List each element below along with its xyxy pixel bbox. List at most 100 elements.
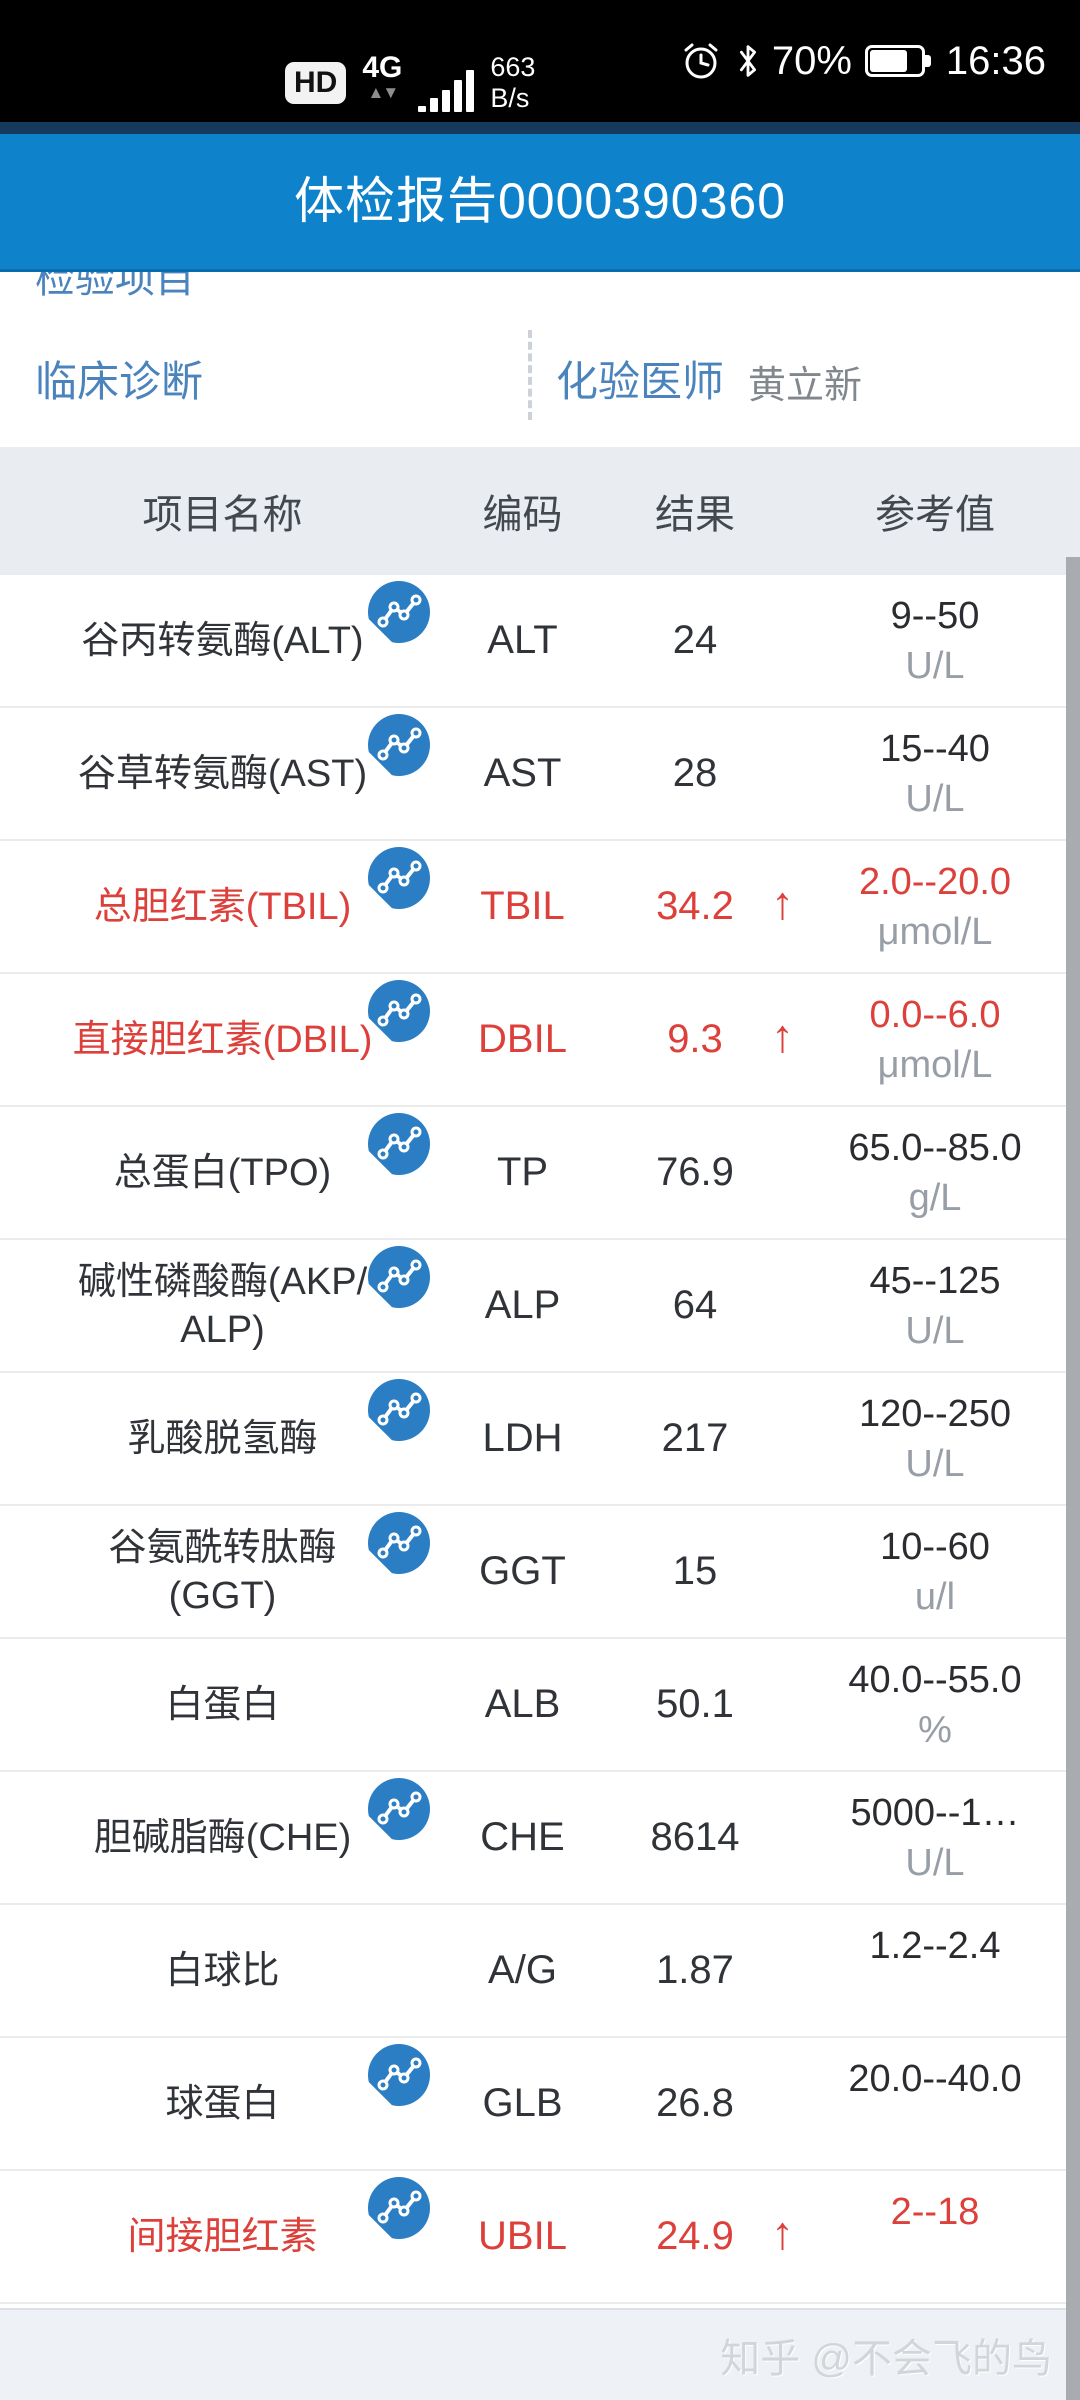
- table-row[interactable]: 直接胆红素(DBIL) DBIL 9.3 ↑ 0.0--6.0 μmol/L: [0, 974, 1080, 1107]
- reference-range: 1.2--2.4: [869, 1924, 1001, 1967]
- reference-range: 10--60: [880, 1525, 990, 1568]
- clinical-diagnosis-link[interactable]: 临床诊断: [35, 358, 204, 405]
- test-result: 15: [672, 1549, 718, 1593]
- network-type-label: 4G: [362, 51, 403, 84]
- alarm-clock-icon: [684, 43, 718, 79]
- column-header-result: 结果: [655, 493, 735, 537]
- reference-range: 5000--1…: [850, 1791, 1020, 1834]
- trend-chart-icon[interactable]: [368, 1113, 430, 1175]
- data-rate-unit: B/s: [490, 83, 530, 113]
- bluetooth-icon: [739, 45, 756, 77]
- test-code: AST: [483, 751, 562, 795]
- reference-range: 0.0--6.0: [869, 993, 1001, 1036]
- table-row[interactable]: 谷草转氨酶(AST) AST 28 15--40 U/L: [0, 708, 1080, 841]
- table-row[interactable]: 白球比 A/G 1.87 1.2--2.4: [0, 1905, 1080, 2038]
- test-result: 24: [672, 618, 718, 662]
- battery-percent-label: 70%: [771, 38, 852, 83]
- test-name: 总胆红素(TBIL): [93, 885, 352, 928]
- results-table-body: 谷丙转氨酶(ALT) ALT 24 9--50 U/L 谷草转氨酶(AST): [0, 575, 1080, 2304]
- table-row[interactable]: 谷丙转氨酶(ALT) ALT 24 9--50 U/L: [0, 575, 1080, 708]
- test-code: ALT: [487, 618, 558, 662]
- signal-strength-icon: [418, 68, 475, 112]
- reference-unit: μmol/L: [877, 1043, 993, 1086]
- high-value-up-arrow-icon: ↑: [771, 2206, 794, 2259]
- high-value-up-arrow-icon: ↑: [771, 876, 794, 929]
- table-row[interactable]: 总胆红素(TBIL) TBIL 34.2 ↑ 2.0--20.0 μmol/L: [0, 841, 1080, 974]
- test-name: 碱性磷酸酶(AKP/ ALP): [77, 1260, 368, 1351]
- report-subnav: 检验项目 临床诊断 化验医师 黄立新: [0, 257, 1080, 447]
- reference-range: 2.0--20.0: [858, 860, 1012, 903]
- table-row[interactable]: 谷氨酰转肽酶 (GGT) GGT 15 10--60 u/l: [0, 1506, 1080, 1639]
- test-code: A/G: [488, 1948, 557, 1992]
- test-result: 9.3: [667, 1017, 723, 1061]
- test-code: DBIL: [478, 1017, 567, 1061]
- test-name: 谷草转氨酶(AST): [77, 752, 368, 795]
- reference-range: 2--18: [890, 2190, 980, 2233]
- test-result: 76.9: [656, 1150, 734, 1194]
- table-row[interactable]: 总蛋白(TPO) TP 76.9 65.0--85.0 g/L: [0, 1107, 1080, 1240]
- test-name: 白蛋白: [165, 1683, 280, 1726]
- table-row[interactable]: 乳酸脱氢酶 LDH 217 120--250 U/L: [0, 1373, 1080, 1506]
- page-footer: 知乎 @不会飞的鸟: [0, 2308, 1080, 2400]
- test-result: 8614: [650, 1815, 740, 1859]
- test-code: CHE: [480, 1815, 565, 1859]
- reference-unit: %: [918, 1708, 952, 1751]
- test-name: 谷丙转氨酶(ALT): [81, 619, 364, 662]
- column-header-name: 项目名称: [142, 493, 303, 537]
- vertical-scrollbar[interactable]: [1066, 557, 1080, 2400]
- test-result: 64: [672, 1283, 718, 1327]
- test-code: ALP: [484, 1283, 561, 1327]
- trend-chart-icon[interactable]: [368, 714, 430, 776]
- trend-chart-icon[interactable]: [368, 1778, 430, 1840]
- trend-chart-icon[interactable]: [368, 2177, 430, 2239]
- reference-unit: u/l: [914, 1575, 956, 1618]
- trend-chart-icon[interactable]: [368, 2044, 430, 2106]
- test-code: UBIL: [478, 2214, 567, 2258]
- test-result: 34.2: [656, 884, 734, 928]
- test-result: 28: [672, 751, 718, 795]
- status-bar: HD 4G ▲▼ 663 B/s 70% 16:: [0, 0, 1080, 122]
- test-name: 球蛋白: [165, 2082, 280, 2125]
- test-name: 谷氨酰转肽酶 (GGT): [108, 1526, 337, 1617]
- table-row[interactable]: 球蛋白 GLB 26.8 20.0--40.0: [0, 2038, 1080, 2171]
- lab-doctor-link[interactable]: 化验医师: [556, 358, 725, 405]
- table-row[interactable]: 碱性磷酸酶(AKP/ ALP) ALP 64 45--125 U/L: [0, 1240, 1080, 1373]
- reference-unit: μmol/L: [877, 910, 993, 953]
- test-code: GGT: [479, 1549, 566, 1593]
- trend-chart-icon[interactable]: [368, 581, 430, 643]
- header-top-edge: [0, 122, 1080, 134]
- reference-range: 20.0--40.0: [848, 2057, 1022, 2100]
- battery-icon: [864, 45, 931, 77]
- test-result: 217: [661, 1416, 729, 1460]
- data-direction-arrows-icon: ▲▼: [367, 83, 400, 102]
- reference-range: 40.0--55.0: [848, 1658, 1022, 1701]
- reference-unit: U/L: [905, 1841, 965, 1884]
- page-title: 体检报告0000390360: [293, 173, 787, 229]
- results-table-header: 项目名称 编码 结果 参考值: [0, 447, 1080, 575]
- test-name: 直接胆红素(DBIL): [72, 1018, 373, 1061]
- trend-chart-icon[interactable]: [368, 1512, 430, 1574]
- trend-chart-icon[interactable]: [368, 980, 430, 1042]
- reference-unit: g/L: [908, 1176, 962, 1219]
- reference-range: 45--125: [869, 1259, 1001, 1302]
- high-value-up-arrow-icon: ↑: [771, 1009, 794, 1062]
- table-row[interactable]: 胆碱脂酶(CHE) CHE 8614 5000--1… U/L: [0, 1772, 1080, 1905]
- test-result: 24.9: [656, 2214, 734, 2258]
- test-result: 26.8: [656, 2081, 734, 2125]
- app-header: 体检报告0000390360: [0, 122, 1080, 272]
- doctor-name: 黄立新: [748, 365, 863, 407]
- trend-chart-icon[interactable]: [368, 1379, 430, 1441]
- table-row[interactable]: 白蛋白 ALB 50.1 40.0--55.0 %: [0, 1639, 1080, 1772]
- reference-unit: U/L: [905, 777, 965, 820]
- test-code: LDH: [482, 1416, 563, 1460]
- test-name: 胆碱脂酶(CHE): [93, 1816, 352, 1859]
- test-code: GLB: [482, 2081, 563, 2125]
- trend-chart-icon[interactable]: [368, 847, 430, 909]
- status-left-cluster: HD 4G ▲▼ 663 B/s: [285, 46, 535, 114]
- reference-range: 9--50: [890, 594, 980, 637]
- table-row[interactable]: 间接胆红素 UBIL 24.9 ↑ 2--18: [0, 2171, 1080, 2304]
- test-name: 总蛋白(TPO): [113, 1151, 332, 1194]
- hd-volte-icon: HD: [285, 62, 347, 104]
- trend-chart-icon[interactable]: [368, 1246, 430, 1308]
